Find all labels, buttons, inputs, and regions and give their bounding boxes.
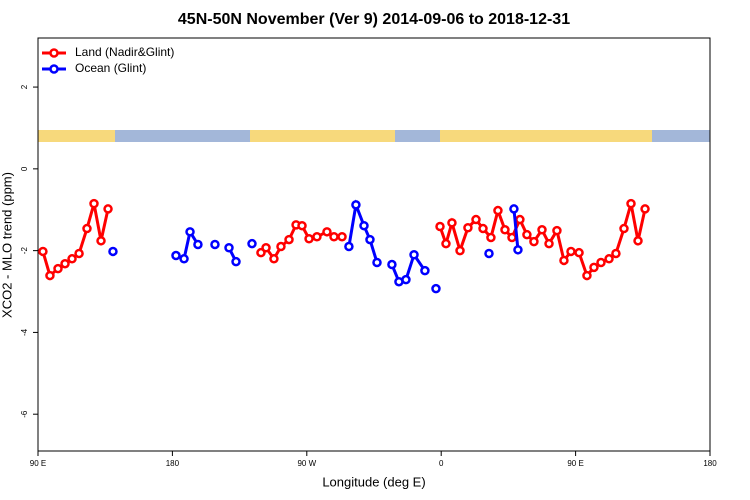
point [67,254,77,264]
y-tick-label: -6 [20,410,29,418]
point [633,236,643,246]
point [596,257,606,268]
point [45,270,55,281]
x-tick-label: 180 [703,459,717,468]
point [89,198,99,209]
point [387,259,397,270]
point [193,239,203,250]
point [566,246,576,257]
point [312,231,322,242]
point [351,200,361,210]
x-axis-label: Longitude (deg E) [322,474,425,489]
point [304,234,314,244]
y-tick-label: 0 [20,166,29,171]
x-tick-label: 90 E [567,459,583,468]
point [619,223,629,234]
point [552,225,562,236]
point [74,248,84,259]
point [401,274,411,285]
y-tick-label: -2 [20,247,29,255]
map-strip [38,130,710,142]
point [284,234,294,245]
point [179,254,189,264]
point [486,232,496,243]
point [559,255,569,266]
point [513,245,523,255]
point [484,248,494,259]
point [544,238,554,249]
point [589,262,599,273]
point [611,248,621,259]
point [441,238,451,249]
point [372,257,382,268]
point [359,220,369,231]
point [522,229,532,240]
point [96,236,106,246]
point [537,225,547,235]
point [582,270,592,281]
legend-label: Land (Nadir&Glint) [75,45,174,59]
point [529,236,539,247]
legend-marker [49,64,59,74]
y-tick-label: -4 [20,328,29,336]
point [337,231,347,242]
x-tick-label: 90 E [30,459,46,468]
y-axis-label: XCO2 - MLO trend (ppm) [0,172,14,318]
point [435,221,445,232]
point [626,198,636,209]
point [420,265,430,276]
point [261,243,271,253]
point [53,263,63,274]
point [224,243,234,253]
point [463,222,473,233]
point [210,239,220,250]
point [108,246,118,257]
point [640,204,650,214]
point [447,218,457,228]
x-tick-label: 90 W [297,459,316,468]
chart-title: 45N-50N November (Ver 9) 2014-09-06 to 2… [178,11,570,28]
point [509,204,519,214]
point [322,227,332,237]
point [329,231,339,242]
point [507,232,517,243]
point [185,227,195,237]
point [276,241,286,252]
plot-frame [37,37,711,452]
legend-label: Ocean (Glint) [75,61,146,75]
point [247,238,257,249]
point [471,214,481,225]
point [515,214,525,225]
point [431,283,441,294]
point [38,246,48,257]
point [478,223,488,234]
point [409,249,419,260]
point [231,256,241,267]
point [500,225,510,235]
point [604,254,614,264]
point [344,241,354,252]
point [103,204,113,214]
point [574,247,584,258]
y-tick-label: 2 [20,84,29,89]
point [455,245,465,256]
point [493,205,503,216]
point [60,258,70,269]
legend-marker [49,48,59,58]
point [269,254,279,264]
point [365,234,375,245]
point [82,223,92,234]
x-tick-label: 0 [439,459,444,468]
point [171,250,181,261]
x-tick-label: 180 [166,459,180,468]
point [297,220,307,231]
